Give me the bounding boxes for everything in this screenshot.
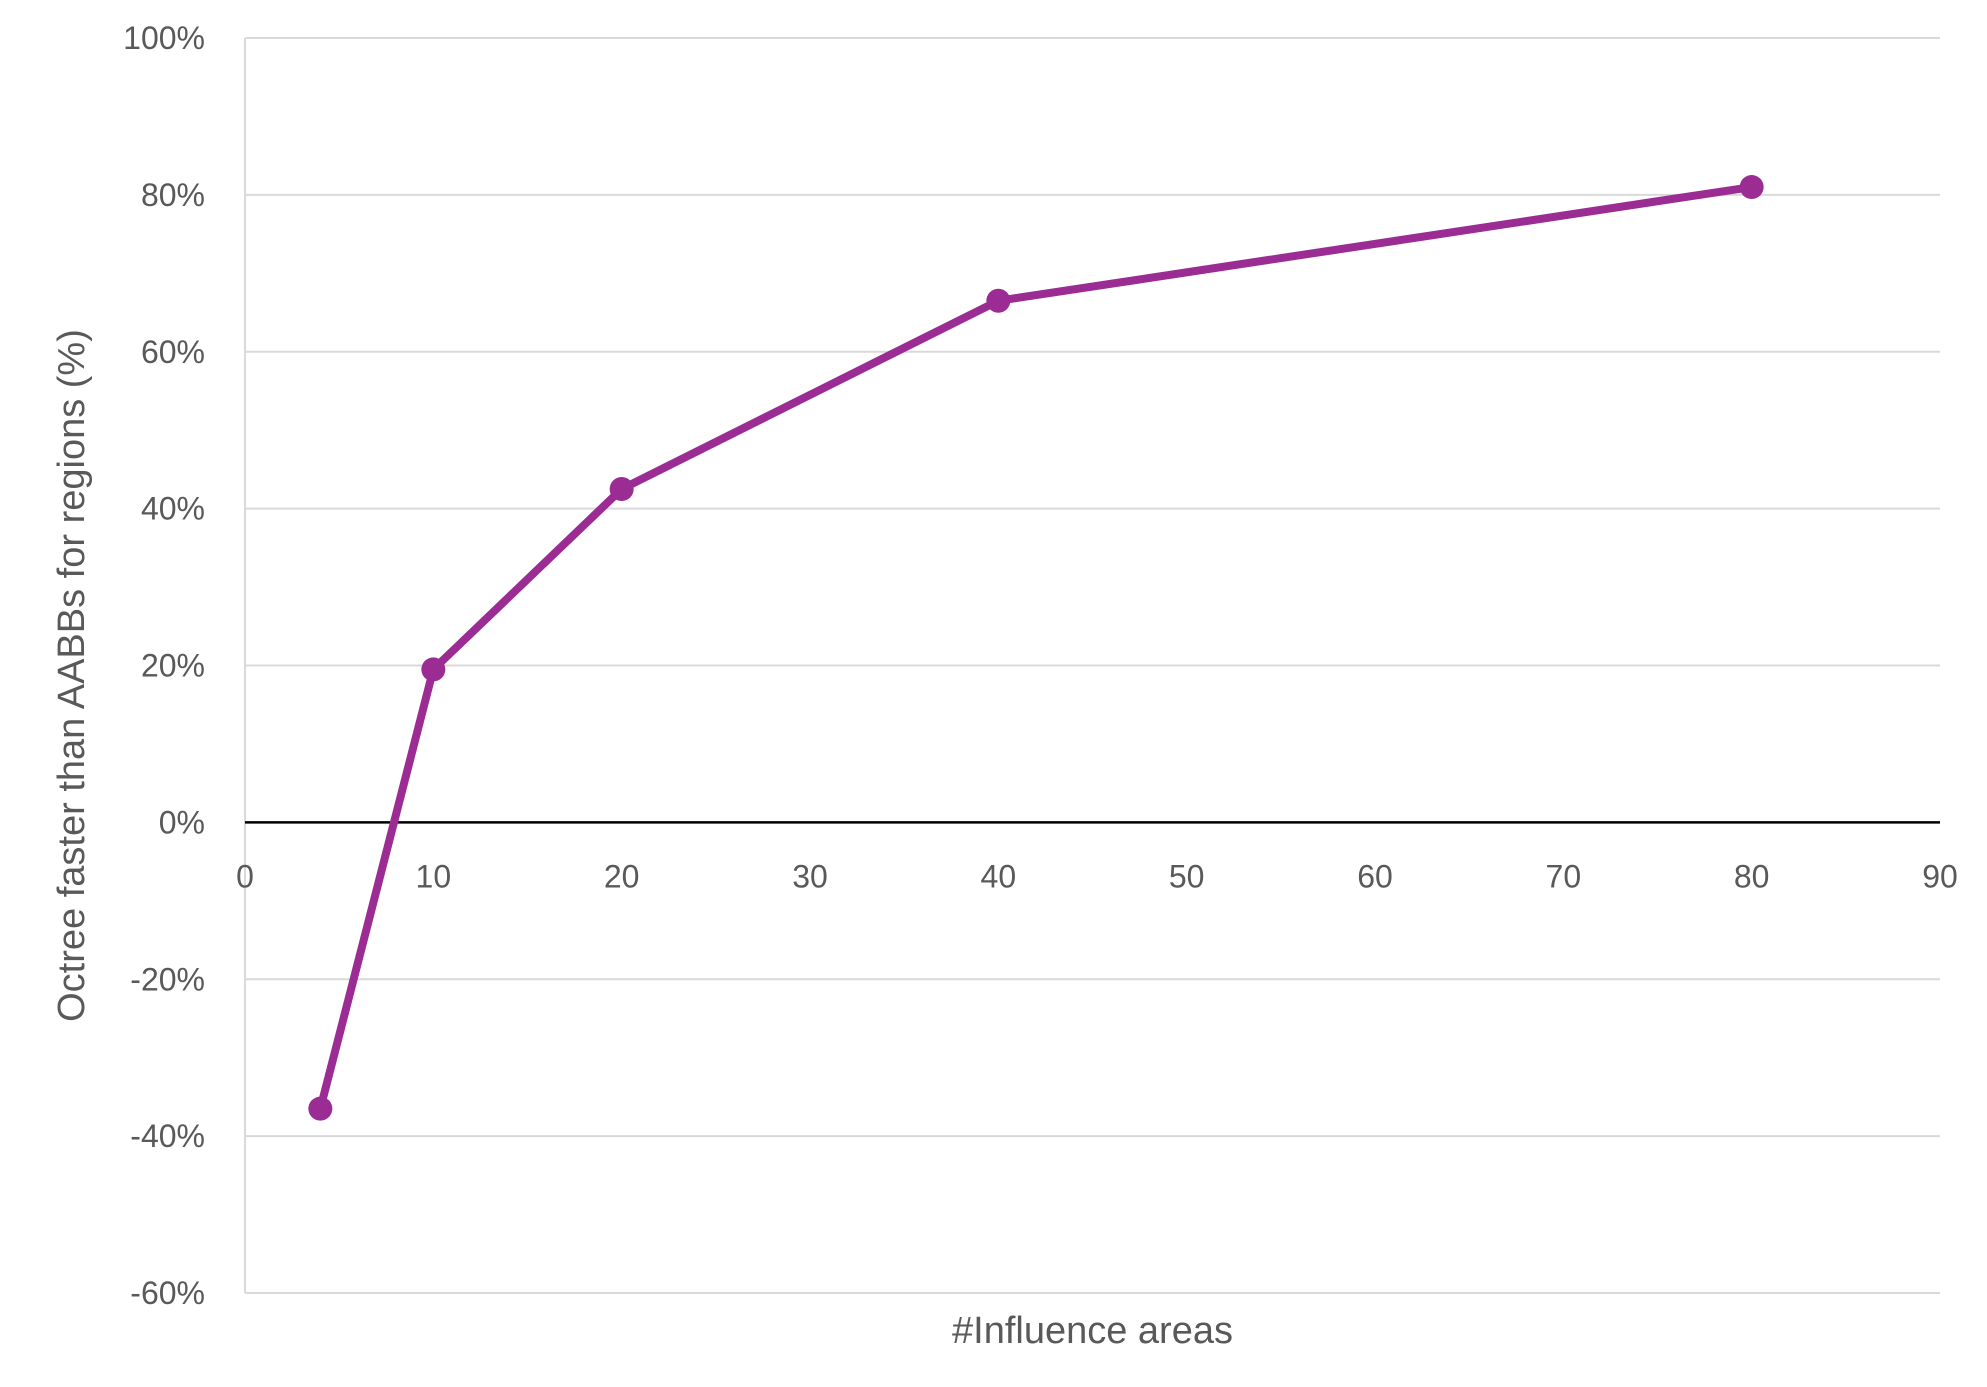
- x-tick-label: 70: [1546, 858, 1582, 894]
- x-tick-label: 60: [1357, 858, 1393, 894]
- data-point: [308, 1096, 333, 1121]
- data-point: [609, 477, 634, 502]
- data-point: [986, 288, 1011, 313]
- y-tick-label: 20%: [141, 648, 205, 684]
- x-tick-label: 90: [1922, 858, 1958, 894]
- y-tick-label: -60%: [130, 1275, 205, 1311]
- x-tick-label: 50: [1169, 858, 1205, 894]
- y-tick-label: 0%: [159, 804, 205, 840]
- y-tick-label: 60%: [141, 334, 205, 370]
- x-tick-label: 80: [1734, 858, 1770, 894]
- axis-layer: -60% -40% -20% 0% 20% 40% 60% 80% 100% 0 10 20 30 40 5…: [123, 20, 1958, 1311]
- data-point: [1739, 175, 1764, 200]
- y-tick-label: -20%: [130, 961, 205, 997]
- x-tick-label: 10: [416, 858, 452, 894]
- x-axis-title: #Influence areas: [952, 1310, 1233, 1352]
- data-point: [421, 657, 446, 682]
- series-line: [316, 183, 1756, 1113]
- x-tick-label: 30: [792, 858, 828, 894]
- series-layer: [308, 175, 1764, 1121]
- y-tick-label: 80%: [141, 177, 205, 213]
- y-axis-title: Octree faster than AABBs for regions (%): [51, 329, 93, 1022]
- x-tick-label: 0: [236, 858, 254, 894]
- y-tick-label: -40%: [130, 1118, 205, 1154]
- y-tick-label: 40%: [141, 491, 205, 527]
- x-tick-label: 20: [604, 858, 640, 894]
- y-tick-label: 100%: [123, 20, 205, 56]
- x-tick-label: 40: [981, 858, 1017, 894]
- grid-layer: [245, 37, 1940, 1294]
